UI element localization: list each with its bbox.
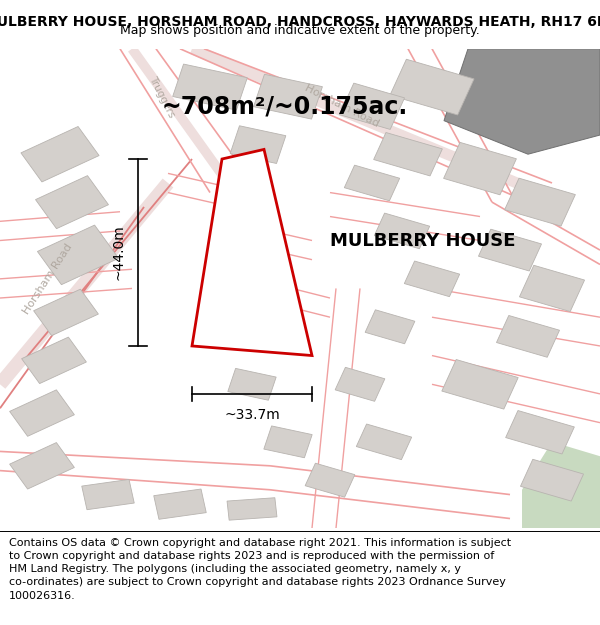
- Polygon shape: [22, 337, 86, 384]
- Polygon shape: [228, 368, 276, 400]
- Polygon shape: [522, 442, 600, 528]
- Text: Truggers: Truggers: [147, 74, 177, 119]
- Polygon shape: [570, 49, 600, 97]
- Text: ~33.7m: ~33.7m: [224, 408, 280, 422]
- Text: ~44.0m: ~44.0m: [112, 224, 126, 281]
- Polygon shape: [374, 213, 430, 249]
- Text: MULBERRY HOUSE, HORSHAM ROAD, HANDCROSS, HAYWARDS HEATH, RH17 6DE: MULBERRY HOUSE, HORSHAM ROAD, HANDCROSS,…: [0, 14, 600, 29]
- Polygon shape: [254, 74, 322, 119]
- Polygon shape: [264, 426, 312, 458]
- Text: Horsham Road: Horsham Road: [303, 83, 381, 129]
- Polygon shape: [10, 442, 74, 489]
- Polygon shape: [505, 178, 575, 226]
- Polygon shape: [37, 225, 119, 284]
- Polygon shape: [230, 126, 286, 164]
- Polygon shape: [356, 424, 412, 459]
- Polygon shape: [344, 165, 400, 201]
- Polygon shape: [173, 64, 247, 110]
- Text: ~708m²/~0.175ac.: ~708m²/~0.175ac.: [162, 94, 408, 118]
- Polygon shape: [496, 316, 560, 357]
- Polygon shape: [390, 59, 474, 115]
- Polygon shape: [365, 310, 415, 344]
- Polygon shape: [154, 489, 206, 519]
- Polygon shape: [10, 390, 74, 436]
- Text: Map shows position and indicative extent of the property.: Map shows position and indicative extent…: [120, 24, 480, 36]
- Polygon shape: [506, 411, 574, 454]
- Polygon shape: [374, 132, 442, 176]
- Polygon shape: [82, 479, 134, 510]
- Polygon shape: [192, 149, 312, 356]
- Polygon shape: [404, 261, 460, 297]
- Polygon shape: [305, 463, 355, 498]
- Polygon shape: [520, 265, 584, 312]
- Text: Horsham Road: Horsham Road: [22, 242, 74, 316]
- Polygon shape: [335, 368, 385, 401]
- Polygon shape: [21, 126, 99, 182]
- Polygon shape: [443, 142, 517, 195]
- Polygon shape: [35, 176, 109, 229]
- Polygon shape: [227, 498, 277, 520]
- Polygon shape: [340, 83, 404, 129]
- Polygon shape: [442, 359, 518, 409]
- Polygon shape: [444, 49, 600, 154]
- Text: MULBERRY HOUSE: MULBERRY HOUSE: [330, 231, 515, 249]
- Polygon shape: [520, 459, 584, 501]
- Text: Contains OS data © Crown copyright and database right 2021. This information is : Contains OS data © Crown copyright and d…: [9, 538, 511, 601]
- Polygon shape: [34, 289, 98, 336]
- Polygon shape: [478, 229, 542, 271]
